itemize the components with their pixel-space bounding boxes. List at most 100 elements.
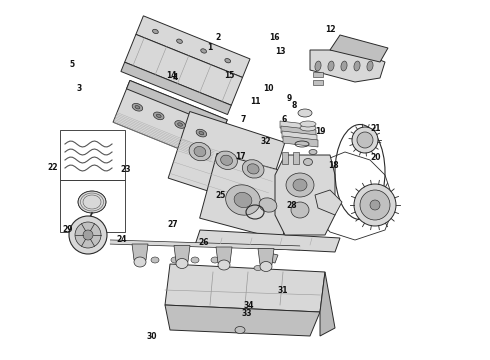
Text: 9: 9: [287, 94, 292, 103]
Text: 10: 10: [263, 84, 274, 93]
Text: 1: 1: [207, 43, 212, 52]
Ellipse shape: [134, 257, 146, 267]
Text: 6: 6: [282, 115, 287, 124]
Polygon shape: [258, 248, 274, 265]
Polygon shape: [165, 305, 320, 336]
Text: 7: 7: [241, 115, 245, 125]
Ellipse shape: [78, 191, 106, 213]
Text: 29: 29: [62, 225, 73, 234]
Ellipse shape: [132, 103, 143, 111]
Ellipse shape: [218, 260, 230, 270]
Ellipse shape: [357, 132, 373, 148]
Ellipse shape: [153, 112, 164, 120]
Ellipse shape: [201, 49, 206, 53]
Ellipse shape: [286, 173, 314, 197]
Text: 30: 30: [147, 332, 157, 341]
Ellipse shape: [152, 29, 158, 33]
Ellipse shape: [360, 190, 390, 220]
Ellipse shape: [309, 149, 317, 154]
Ellipse shape: [300, 125, 316, 131]
Ellipse shape: [156, 114, 161, 118]
Polygon shape: [124, 34, 243, 105]
Ellipse shape: [300, 121, 316, 127]
Polygon shape: [262, 252, 278, 263]
Text: 2: 2: [215, 33, 220, 42]
Text: 17: 17: [235, 152, 245, 161]
Polygon shape: [168, 112, 285, 209]
Ellipse shape: [254, 266, 262, 270]
Ellipse shape: [175, 121, 185, 128]
Ellipse shape: [341, 61, 347, 71]
Ellipse shape: [303, 158, 313, 166]
Ellipse shape: [189, 143, 211, 161]
Ellipse shape: [328, 61, 334, 71]
Text: 22: 22: [48, 163, 58, 172]
Ellipse shape: [354, 184, 396, 226]
Ellipse shape: [298, 109, 312, 117]
Ellipse shape: [225, 59, 231, 63]
Text: 27: 27: [167, 220, 178, 229]
Text: 11: 11: [250, 97, 261, 106]
Text: 14: 14: [166, 72, 177, 81]
Text: 8: 8: [292, 102, 297, 111]
Polygon shape: [282, 152, 288, 164]
Text: 20: 20: [370, 153, 381, 162]
Polygon shape: [281, 126, 316, 137]
Polygon shape: [195, 230, 340, 252]
Polygon shape: [280, 121, 315, 132]
Text: 23: 23: [120, 166, 131, 175]
Polygon shape: [282, 131, 317, 142]
Bar: [60, 180, 125, 232]
Ellipse shape: [211, 257, 219, 263]
Ellipse shape: [315, 61, 321, 71]
Text: 15: 15: [224, 72, 235, 81]
Text: 24: 24: [116, 235, 127, 243]
Polygon shape: [136, 16, 250, 77]
Text: 16: 16: [269, 33, 280, 42]
Polygon shape: [283, 136, 318, 147]
Ellipse shape: [247, 164, 259, 174]
Text: 31: 31: [278, 287, 289, 295]
Text: 18: 18: [328, 161, 339, 170]
Text: 5: 5: [70, 60, 75, 69]
Polygon shape: [275, 155, 335, 235]
Polygon shape: [199, 153, 299, 240]
Polygon shape: [113, 81, 227, 162]
Text: 28: 28: [287, 201, 297, 210]
Ellipse shape: [220, 155, 232, 165]
Ellipse shape: [234, 192, 252, 208]
Text: 25: 25: [215, 192, 226, 200]
Ellipse shape: [79, 226, 87, 234]
Ellipse shape: [226, 185, 260, 215]
Ellipse shape: [176, 39, 182, 44]
Ellipse shape: [176, 258, 188, 269]
Ellipse shape: [75, 222, 101, 248]
Text: 34: 34: [244, 301, 254, 310]
Ellipse shape: [151, 257, 159, 263]
Polygon shape: [132, 244, 148, 260]
Text: 21: 21: [370, 124, 381, 133]
Polygon shape: [121, 62, 231, 114]
Polygon shape: [315, 190, 342, 215]
Text: 12: 12: [325, 25, 336, 34]
Polygon shape: [174, 246, 190, 261]
Polygon shape: [320, 272, 335, 336]
Polygon shape: [126, 81, 227, 128]
Ellipse shape: [135, 105, 140, 109]
Text: 13: 13: [275, 47, 286, 56]
Ellipse shape: [194, 147, 206, 157]
Text: 19: 19: [315, 127, 326, 136]
Ellipse shape: [291, 202, 309, 218]
Ellipse shape: [216, 151, 237, 170]
Ellipse shape: [243, 160, 264, 178]
Ellipse shape: [83, 230, 93, 240]
Polygon shape: [313, 80, 323, 85]
Ellipse shape: [354, 61, 360, 71]
Text: 3: 3: [77, 85, 82, 94]
Text: 32: 32: [260, 137, 271, 146]
Ellipse shape: [259, 198, 277, 212]
Polygon shape: [330, 35, 388, 62]
Ellipse shape: [260, 261, 272, 271]
Polygon shape: [313, 72, 323, 77]
Ellipse shape: [196, 129, 207, 137]
